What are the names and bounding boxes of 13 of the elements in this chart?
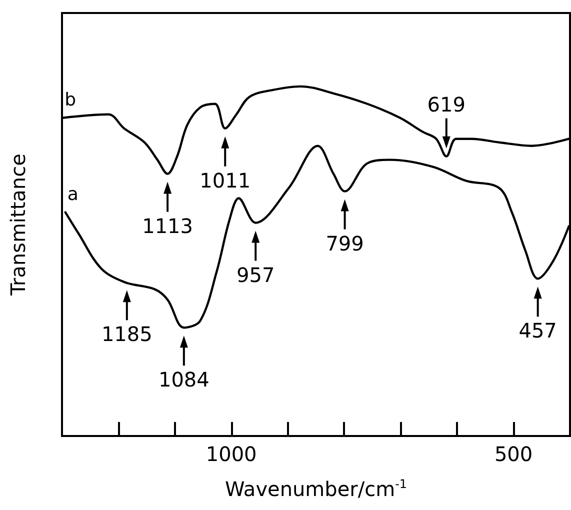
series-label: a: [67, 184, 78, 205]
annotation: 1084: [158, 368, 210, 392]
annotation: 1011: [200, 168, 251, 192]
annotation: 799: [326, 231, 364, 256]
series-label: b: [64, 89, 76, 110]
annotation: 957: [236, 262, 275, 287]
annotation: 1185: [101, 322, 152, 346]
x-tick-label: 500: [494, 442, 533, 466]
annotation: 1113: [142, 214, 194, 238]
x-tick-label: 1000: [206, 442, 257, 466]
y-axis-title: Transmittance: [6, 154, 30, 296]
annotation: 457: [518, 318, 557, 343]
annotation: 619: [427, 92, 466, 116]
